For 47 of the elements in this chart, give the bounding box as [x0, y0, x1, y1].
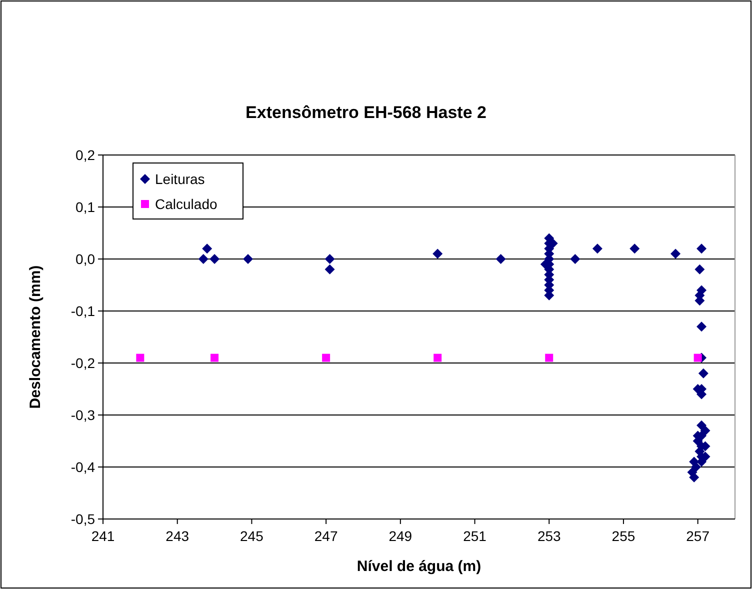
point	[689, 472, 700, 482]
point	[694, 264, 705, 274]
point	[570, 254, 580, 264]
y-axis-title: Deslocamento (mm)	[27, 265, 44, 409]
y-tick-label: 0,1	[76, 198, 96, 215]
x-tick-label: 249	[388, 528, 412, 544]
point	[432, 248, 443, 259]
point	[242, 254, 253, 264]
legend-label: Leituras	[155, 170, 205, 187]
x-tick-label: 247	[314, 528, 338, 544]
point	[545, 354, 554, 362]
point	[210, 254, 220, 264]
point	[322, 354, 330, 362]
y-tick-label: -0,3	[70, 406, 96, 423]
point	[700, 426, 710, 436]
y-tick-label: -0,4	[70, 458, 96, 475]
x-tick-label: 241	[91, 528, 115, 544]
point	[696, 244, 707, 254]
y-tick-label: 0,2	[76, 146, 96, 163]
x-tick-label: 253	[537, 528, 562, 544]
point	[496, 254, 506, 264]
y-tick-label: -0,5	[70, 510, 96, 527]
point	[694, 354, 702, 362]
point	[696, 322, 707, 332]
point	[136, 354, 144, 362]
legend-label: Calculado	[155, 196, 218, 212]
point	[670, 248, 681, 259]
x-axis-title: Nível de água (m)	[356, 558, 482, 575]
point	[434, 354, 442, 362]
x-tick-label: 243	[166, 528, 190, 544]
point	[592, 244, 602, 254]
y-tick-label: -0,1	[70, 302, 96, 319]
x-tick-label: 257	[686, 528, 710, 544]
point	[324, 264, 335, 274]
point	[698, 368, 708, 378]
y-tick-label: 0,0	[76, 250, 96, 267]
chart-title: Extensômetro EH-568 Haste 2	[246, 103, 486, 122]
point	[630, 244, 640, 254]
point	[324, 254, 335, 264]
point	[210, 354, 219, 362]
point	[202, 244, 212, 254]
y-tick-label: -0,2	[70, 354, 96, 371]
x-tick-label: 245	[240, 528, 264, 544]
point	[198, 254, 208, 264]
x-tick-label: 255	[612, 528, 636, 544]
x-tick-label: 251	[463, 528, 487, 544]
point	[696, 420, 707, 430]
